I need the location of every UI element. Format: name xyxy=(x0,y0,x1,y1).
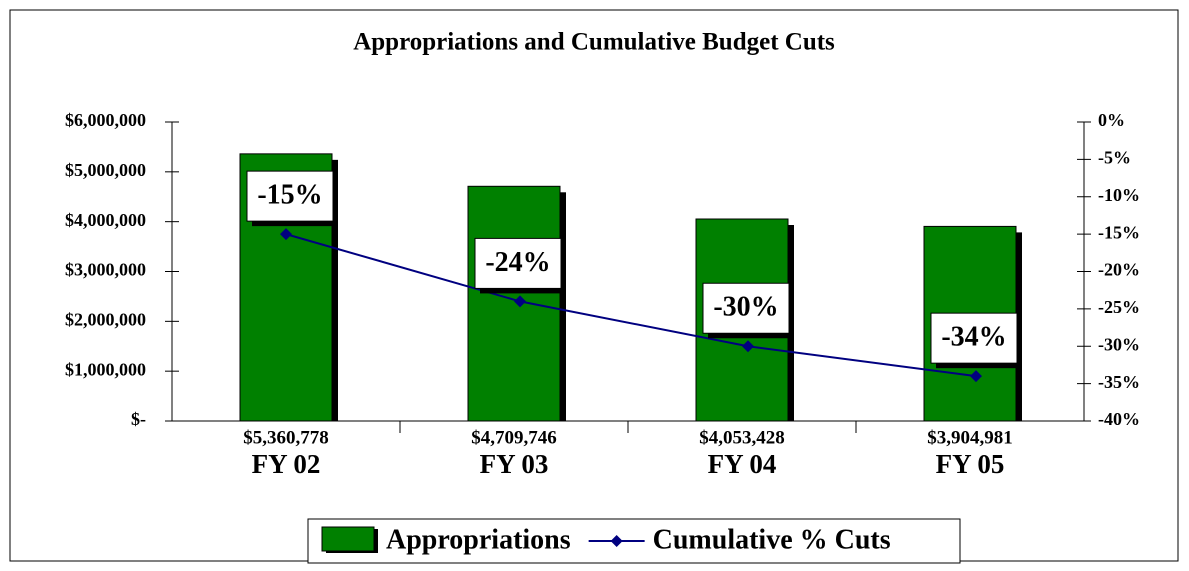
y-tick-label: $6,000,000 xyxy=(65,110,146,130)
y2-tick-label: -35% xyxy=(1098,372,1140,392)
line-marker xyxy=(514,295,526,308)
x-tick-label: FY 05 xyxy=(936,449,1005,479)
line-marker xyxy=(970,370,982,383)
data-label-box xyxy=(930,312,1018,364)
bar-value-label: $4,709,746 xyxy=(471,427,557,448)
y2-tick-label: -15% xyxy=(1098,222,1140,242)
data-label: -24% xyxy=(485,247,550,278)
y-tick-label: $4,000,000 xyxy=(65,210,146,230)
legend-swatch xyxy=(321,526,375,552)
bar-value-label: $4,053,428 xyxy=(699,427,785,448)
legend-marker xyxy=(610,535,623,547)
y2-tick-label: -25% xyxy=(1098,297,1140,317)
y-tick-label: $2,000,000 xyxy=(65,309,146,329)
y2-tick-label: -10% xyxy=(1098,185,1140,205)
x-tick-label: FY 03 xyxy=(480,449,549,479)
data-label-box xyxy=(702,282,790,334)
chart-title: Appropriations and Cumulative Budget Cut… xyxy=(353,29,835,56)
data-label-box xyxy=(246,170,334,222)
line xyxy=(285,233,977,378)
y2-tick-label: -30% xyxy=(1098,334,1140,354)
y2-tick-label: 0% xyxy=(1098,110,1125,130)
line-marker xyxy=(280,228,292,241)
y2-tick-label: -5% xyxy=(1098,148,1131,168)
legend-label: Cumulative % Cuts xyxy=(653,524,891,555)
data-label: -30% xyxy=(713,292,778,323)
legend-label: Appropriations xyxy=(386,524,571,555)
y2-tick-label: -40% xyxy=(1098,409,1140,429)
bar-value-label: $3,904,981 xyxy=(927,427,1013,448)
bar xyxy=(467,185,561,422)
x-tick-label: FY 04 xyxy=(708,449,777,479)
y2-tick-label: -20% xyxy=(1098,260,1140,280)
y-tick-label: $- xyxy=(131,409,146,429)
y-tick-label: $5,000,000 xyxy=(65,160,146,180)
line-marker xyxy=(742,340,754,353)
y-tick-label: $3,000,000 xyxy=(65,260,146,280)
data-label-box xyxy=(474,237,562,289)
y-tick-label: $1,000,000 xyxy=(65,359,146,379)
data-label: -34% xyxy=(941,322,1006,353)
bar-value-label: $5,360,778 xyxy=(243,427,329,448)
data-label: -15% xyxy=(257,180,322,211)
x-tick-label: FY 02 xyxy=(252,449,321,479)
